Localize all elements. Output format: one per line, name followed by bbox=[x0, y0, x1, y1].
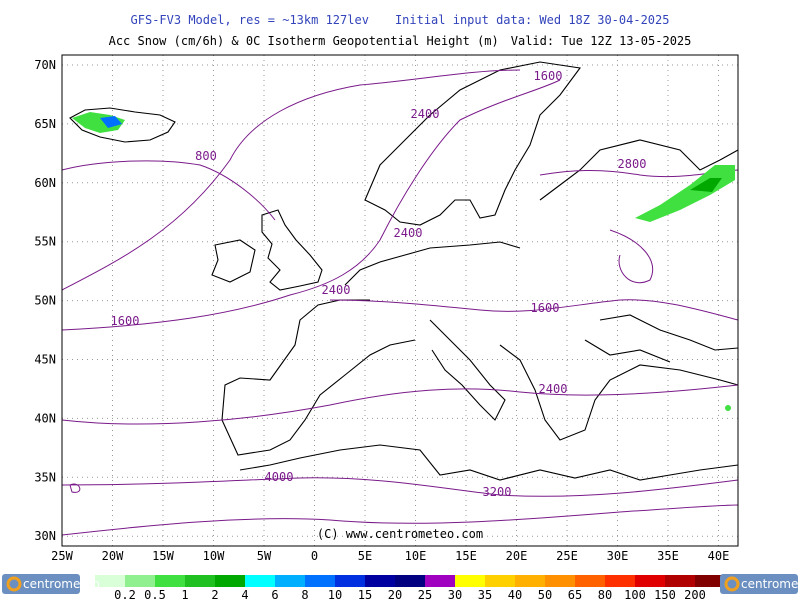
legend-value: 10 bbox=[328, 588, 342, 600]
contour-label: 1600 bbox=[534, 69, 563, 83]
model-text: GFS-FV3 Model, res = ~13km 127lev bbox=[131, 13, 369, 27]
lat-label: 35N bbox=[34, 470, 56, 484]
legend-value: 150 bbox=[654, 588, 676, 600]
contour-label: 2400 bbox=[394, 226, 423, 240]
legend-value: 65 bbox=[568, 588, 582, 600]
legend-swatch bbox=[305, 575, 335, 587]
legend-swatch bbox=[485, 575, 515, 587]
field-text: Acc Snow (cm/6h) & 0C Isotherm Geopotent… bbox=[109, 34, 499, 48]
legend-swatch bbox=[155, 575, 185, 587]
contour-label: 3200 bbox=[483, 485, 512, 499]
legend-swatch bbox=[335, 575, 365, 587]
valid-text: Valid: Tue 12Z 13-05-2025 bbox=[511, 34, 692, 48]
logo-right-icon bbox=[724, 576, 740, 592]
legend-swatch bbox=[185, 575, 215, 587]
lat-label: 30N bbox=[34, 529, 56, 543]
lon-label: 30E bbox=[607, 549, 629, 563]
lon-label: 15E bbox=[455, 549, 477, 563]
map-labels: 70N 65N 60N 55N 50N 45N 40N 35N 30N 25W 20W 15W 10W 5… bbox=[34, 58, 729, 563]
lon-label: 40E bbox=[708, 549, 730, 563]
legend-value: 200 bbox=[684, 588, 706, 600]
lon-label: 25W bbox=[51, 549, 73, 563]
legend-swatch bbox=[125, 575, 155, 587]
copyright: (C) www.centrometeo.com bbox=[317, 527, 483, 541]
logo-right-bg bbox=[720, 574, 798, 594]
isotherm-contours bbox=[61, 69, 739, 536]
legend-value: 80 bbox=[598, 588, 612, 600]
lon-label: 35E bbox=[657, 549, 679, 563]
legend-value: 6 bbox=[271, 588, 278, 600]
snow-areas bbox=[72, 112, 735, 411]
legend-value: 1 bbox=[181, 588, 188, 600]
legend-value: 100 bbox=[624, 588, 646, 600]
legend-swatch bbox=[515, 575, 545, 587]
title-line-1: GFS-FV3 Model, res = ~13km 127lev Initial… bbox=[131, 13, 670, 27]
lon-label: 20E bbox=[506, 549, 528, 563]
lon-label: 0 bbox=[311, 549, 318, 563]
legend-value: 8 bbox=[301, 588, 308, 600]
legend-value: 0.2 bbox=[114, 588, 136, 600]
legend-swatch bbox=[245, 575, 275, 587]
lon-label: 15W bbox=[152, 549, 174, 563]
legend: 0.2 0.5 1 2 4 6 8 10 15 20 25 30 35 40 50 65 80 100 150 200… bbox=[2, 574, 800, 602]
legend-swatch bbox=[665, 575, 695, 587]
init-text: Initial input data: Wed 18Z 30-04-2025 bbox=[395, 13, 670, 27]
title-line-2: Acc Snow (cm/6h) & 0C Isotherm Geopotent… bbox=[109, 34, 692, 48]
legend-value: 2 bbox=[211, 588, 218, 600]
lon-label: 10W bbox=[203, 549, 225, 563]
contour-label: 2400 bbox=[539, 382, 568, 396]
legend-swatch bbox=[215, 575, 245, 587]
legend-swatch bbox=[605, 575, 635, 587]
lat-label: 55N bbox=[34, 235, 56, 249]
lat-label: 70N bbox=[34, 58, 56, 72]
legend-value: 15 bbox=[358, 588, 372, 600]
lat-label: 60N bbox=[34, 176, 56, 190]
contour-label: 2400 bbox=[411, 107, 440, 121]
legend-swatch bbox=[275, 575, 305, 587]
legend-value: 35 bbox=[478, 588, 492, 600]
logo-left: centrometeo bbox=[23, 577, 100, 591]
legend-swatch bbox=[545, 575, 575, 587]
legend-value: 4 bbox=[241, 588, 248, 600]
legend-swatch bbox=[695, 575, 725, 587]
logo-left-icon bbox=[6, 576, 22, 592]
lon-label: 25E bbox=[556, 549, 578, 563]
logo-left-bg bbox=[2, 574, 80, 594]
legend-value: 50 bbox=[538, 588, 552, 600]
lat-label: 65N bbox=[34, 117, 56, 131]
legend-value: 25 bbox=[418, 588, 432, 600]
graticule bbox=[61, 55, 738, 546]
contour-label: 2400 bbox=[322, 283, 351, 297]
contour-label: 800 bbox=[195, 149, 217, 163]
legend-swatch bbox=[455, 575, 485, 587]
legend-swatch bbox=[425, 575, 455, 587]
legend-value: 30 bbox=[448, 588, 462, 600]
lon-label: 5W bbox=[257, 549, 272, 563]
legend-swatch bbox=[95, 575, 125, 587]
legend-swatch bbox=[635, 575, 665, 587]
legend-swatch bbox=[575, 575, 605, 587]
lat-label: 45N bbox=[34, 353, 56, 367]
contour-label: 2800 bbox=[618, 157, 647, 171]
legend-value: 40 bbox=[508, 588, 522, 600]
contour-label: 1600 bbox=[111, 314, 140, 328]
contour-label: 1600 bbox=[531, 301, 560, 315]
contour-label: 4000 bbox=[265, 470, 294, 484]
lat-label: 40N bbox=[34, 411, 56, 425]
lon-label: 20W bbox=[102, 549, 124, 563]
logo-right: centrometeo bbox=[741, 577, 800, 591]
coastlines bbox=[69, 61, 739, 481]
legend-swatch bbox=[365, 575, 395, 587]
lon-label: 10E bbox=[405, 549, 427, 563]
lon-label: 5E bbox=[358, 549, 372, 563]
legend-swatch bbox=[395, 575, 425, 587]
legend-value: 0.5 bbox=[144, 588, 166, 600]
lat-label: 50N bbox=[34, 294, 56, 308]
map-frame bbox=[61, 54, 739, 547]
legend-value: 20 bbox=[388, 588, 402, 600]
